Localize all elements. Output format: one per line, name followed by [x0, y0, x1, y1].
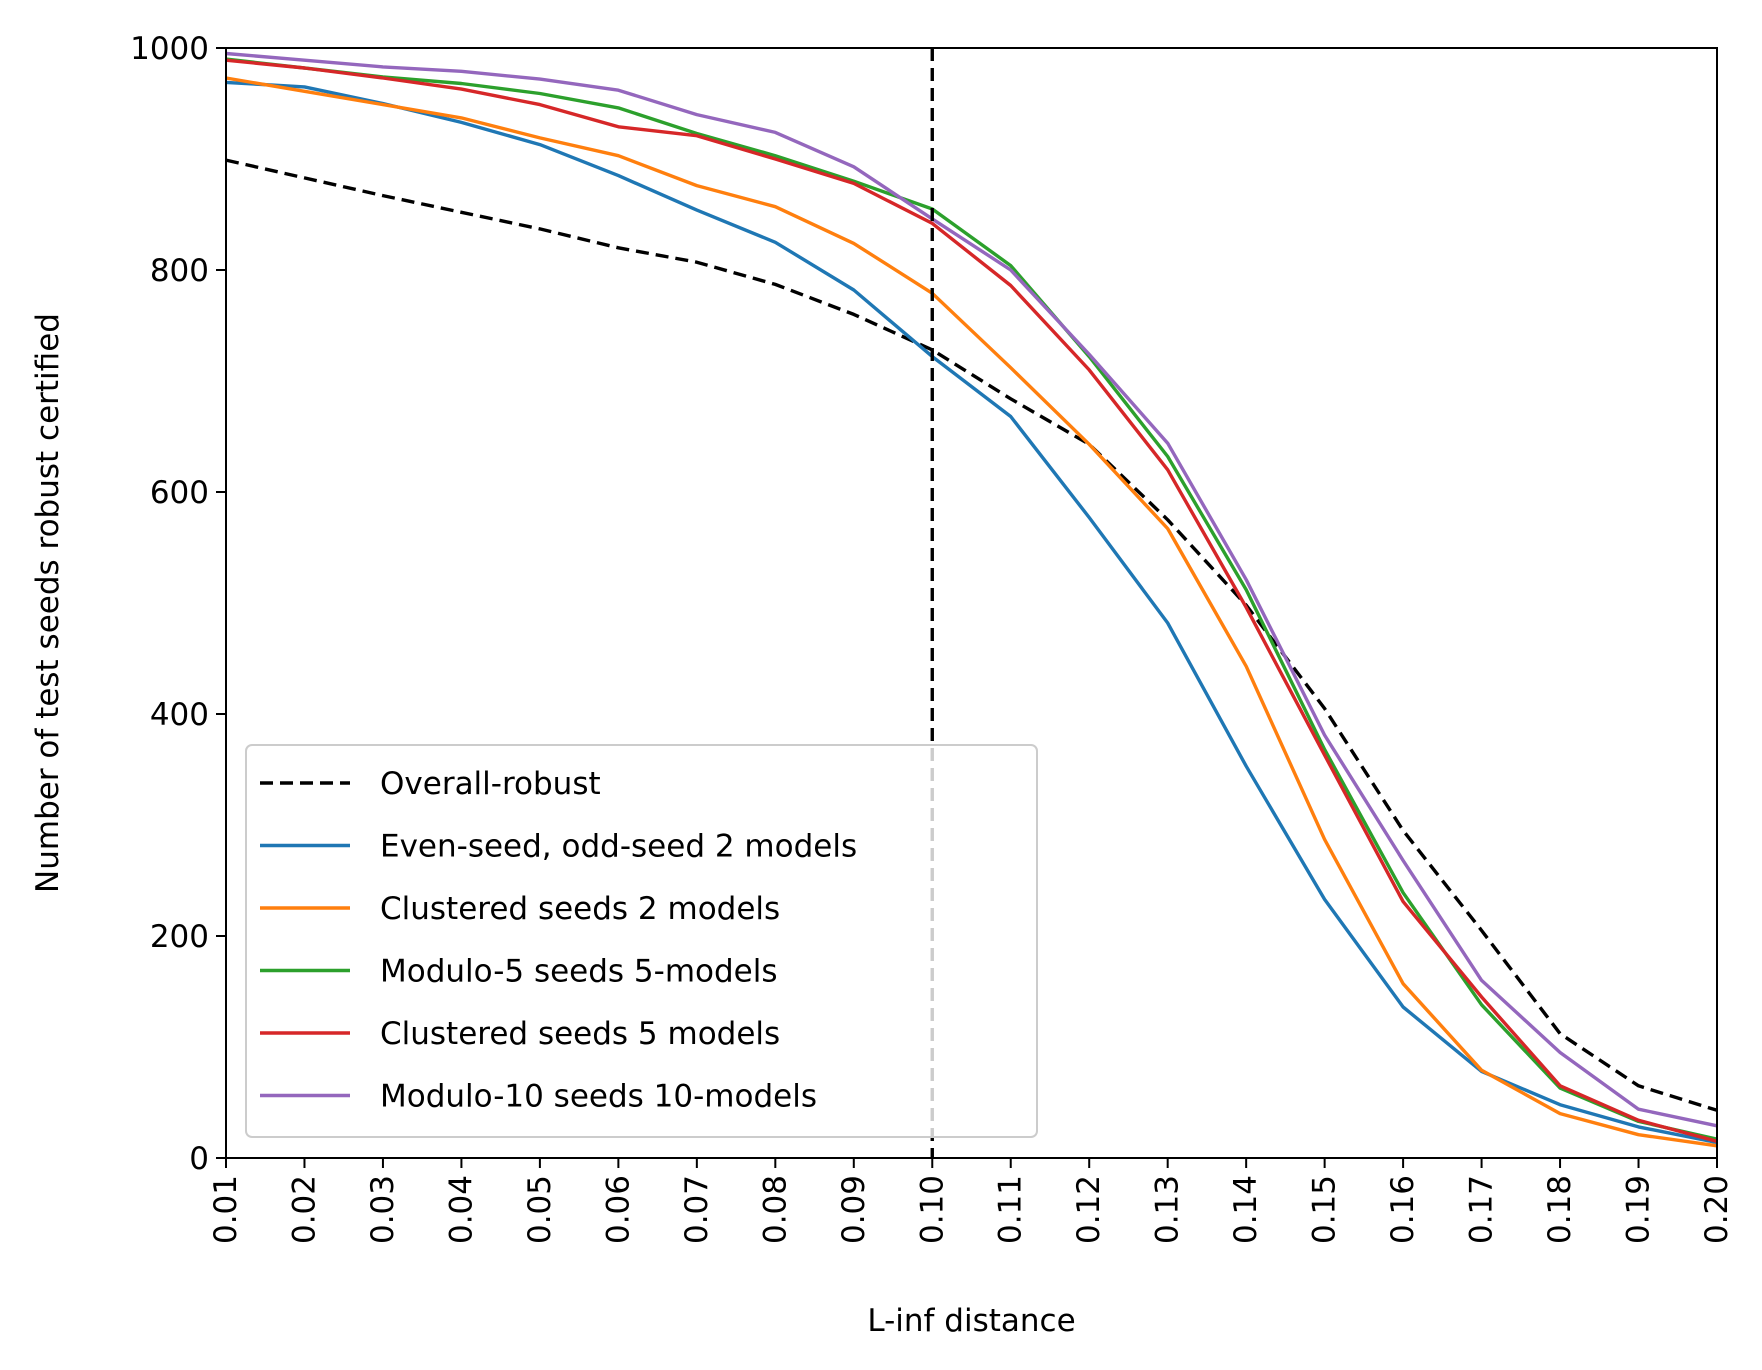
y-tick-label: 600 [150, 475, 209, 511]
series-layer [225, 51, 1718, 1148]
x-tick-label: 0.06 [600, 1175, 636, 1244]
x-tick-label: 0.16 [1385, 1175, 1421, 1244]
series-line-clustered-seeds-5-models [225, 58, 1718, 1143]
series-line-clustered-seeds-2-models [225, 76, 1718, 1148]
plot-frame [225, 47, 1718, 1159]
legend-label: Clustered seeds 5 models [380, 1016, 780, 1052]
y-tick-label: 200 [150, 919, 209, 955]
series-line-modulo-5-seeds-5-models [225, 57, 1718, 1141]
x-tick-label: 0.01 [208, 1175, 244, 1244]
x-tick-label: 0.20 [1699, 1175, 1735, 1244]
y-tick-label: 800 [150, 253, 209, 289]
x-tick-label: 0.03 [365, 1175, 401, 1244]
x-tick-label: 0.08 [757, 1175, 793, 1244]
legend-label: Modulo-5 seeds 5-models [380, 954, 778, 990]
x-tick-label: 0.02 [286, 1175, 322, 1244]
series-line-overall-robust [225, 158, 1718, 1112]
x-tick-label: 0.10 [914, 1175, 950, 1244]
x-tick-label: 0.17 [1464, 1175, 1500, 1244]
x-tick-label: 0.05 [522, 1175, 558, 1244]
x-tick-label: 0.15 [1307, 1175, 1343, 1244]
y-tick-label: 0 [189, 1141, 209, 1177]
x-axis: 0.01 0.02 0.03 0.04 0.05 0.06 0.07 0.08 0.09 0.10… [208, 1158, 1735, 1244]
x-tick-label: 0.09 [836, 1175, 872, 1244]
x-tick-label: 0.13 [1150, 1175, 1186, 1244]
y-axis-label: Number of test seeds robust certified [30, 313, 66, 893]
x-tick-label: 0.18 [1542, 1175, 1578, 1244]
x-tick-label: 0.11 [993, 1175, 1029, 1244]
x-tick-label: 0.07 [679, 1175, 715, 1244]
x-tick-label: 0.04 [443, 1175, 479, 1244]
y-axis: 0 200 400 600 800 1000 [130, 31, 226, 1177]
x-tick-label: 0.14 [1228, 1175, 1264, 1244]
legend-label: Overall-robust [380, 766, 601, 802]
legend-label: Even-seed, odd-seed 2 models [380, 829, 857, 865]
legend-label: Clustered seeds 2 models [380, 891, 780, 927]
x-axis-label: L-inf distance [867, 1303, 1075, 1339]
legend: Overall-robust Even-seed, odd-seed 2 mode… [245, 744, 1038, 1138]
y-tick-label: 1000 [130, 31, 209, 67]
x-tick-label: 0.19 [1621, 1175, 1657, 1244]
series-line-modulo-10-seeds-10-models [225, 51, 1718, 1128]
y-tick-label: 400 [150, 697, 209, 733]
series-line-even-seed-odd-seed-2-models [225, 80, 1718, 1145]
x-tick-label: 0.12 [1071, 1175, 1107, 1244]
legend-label: Modulo-10 seeds 10-models [380, 1079, 817, 1115]
legend-box [245, 744, 1038, 1138]
